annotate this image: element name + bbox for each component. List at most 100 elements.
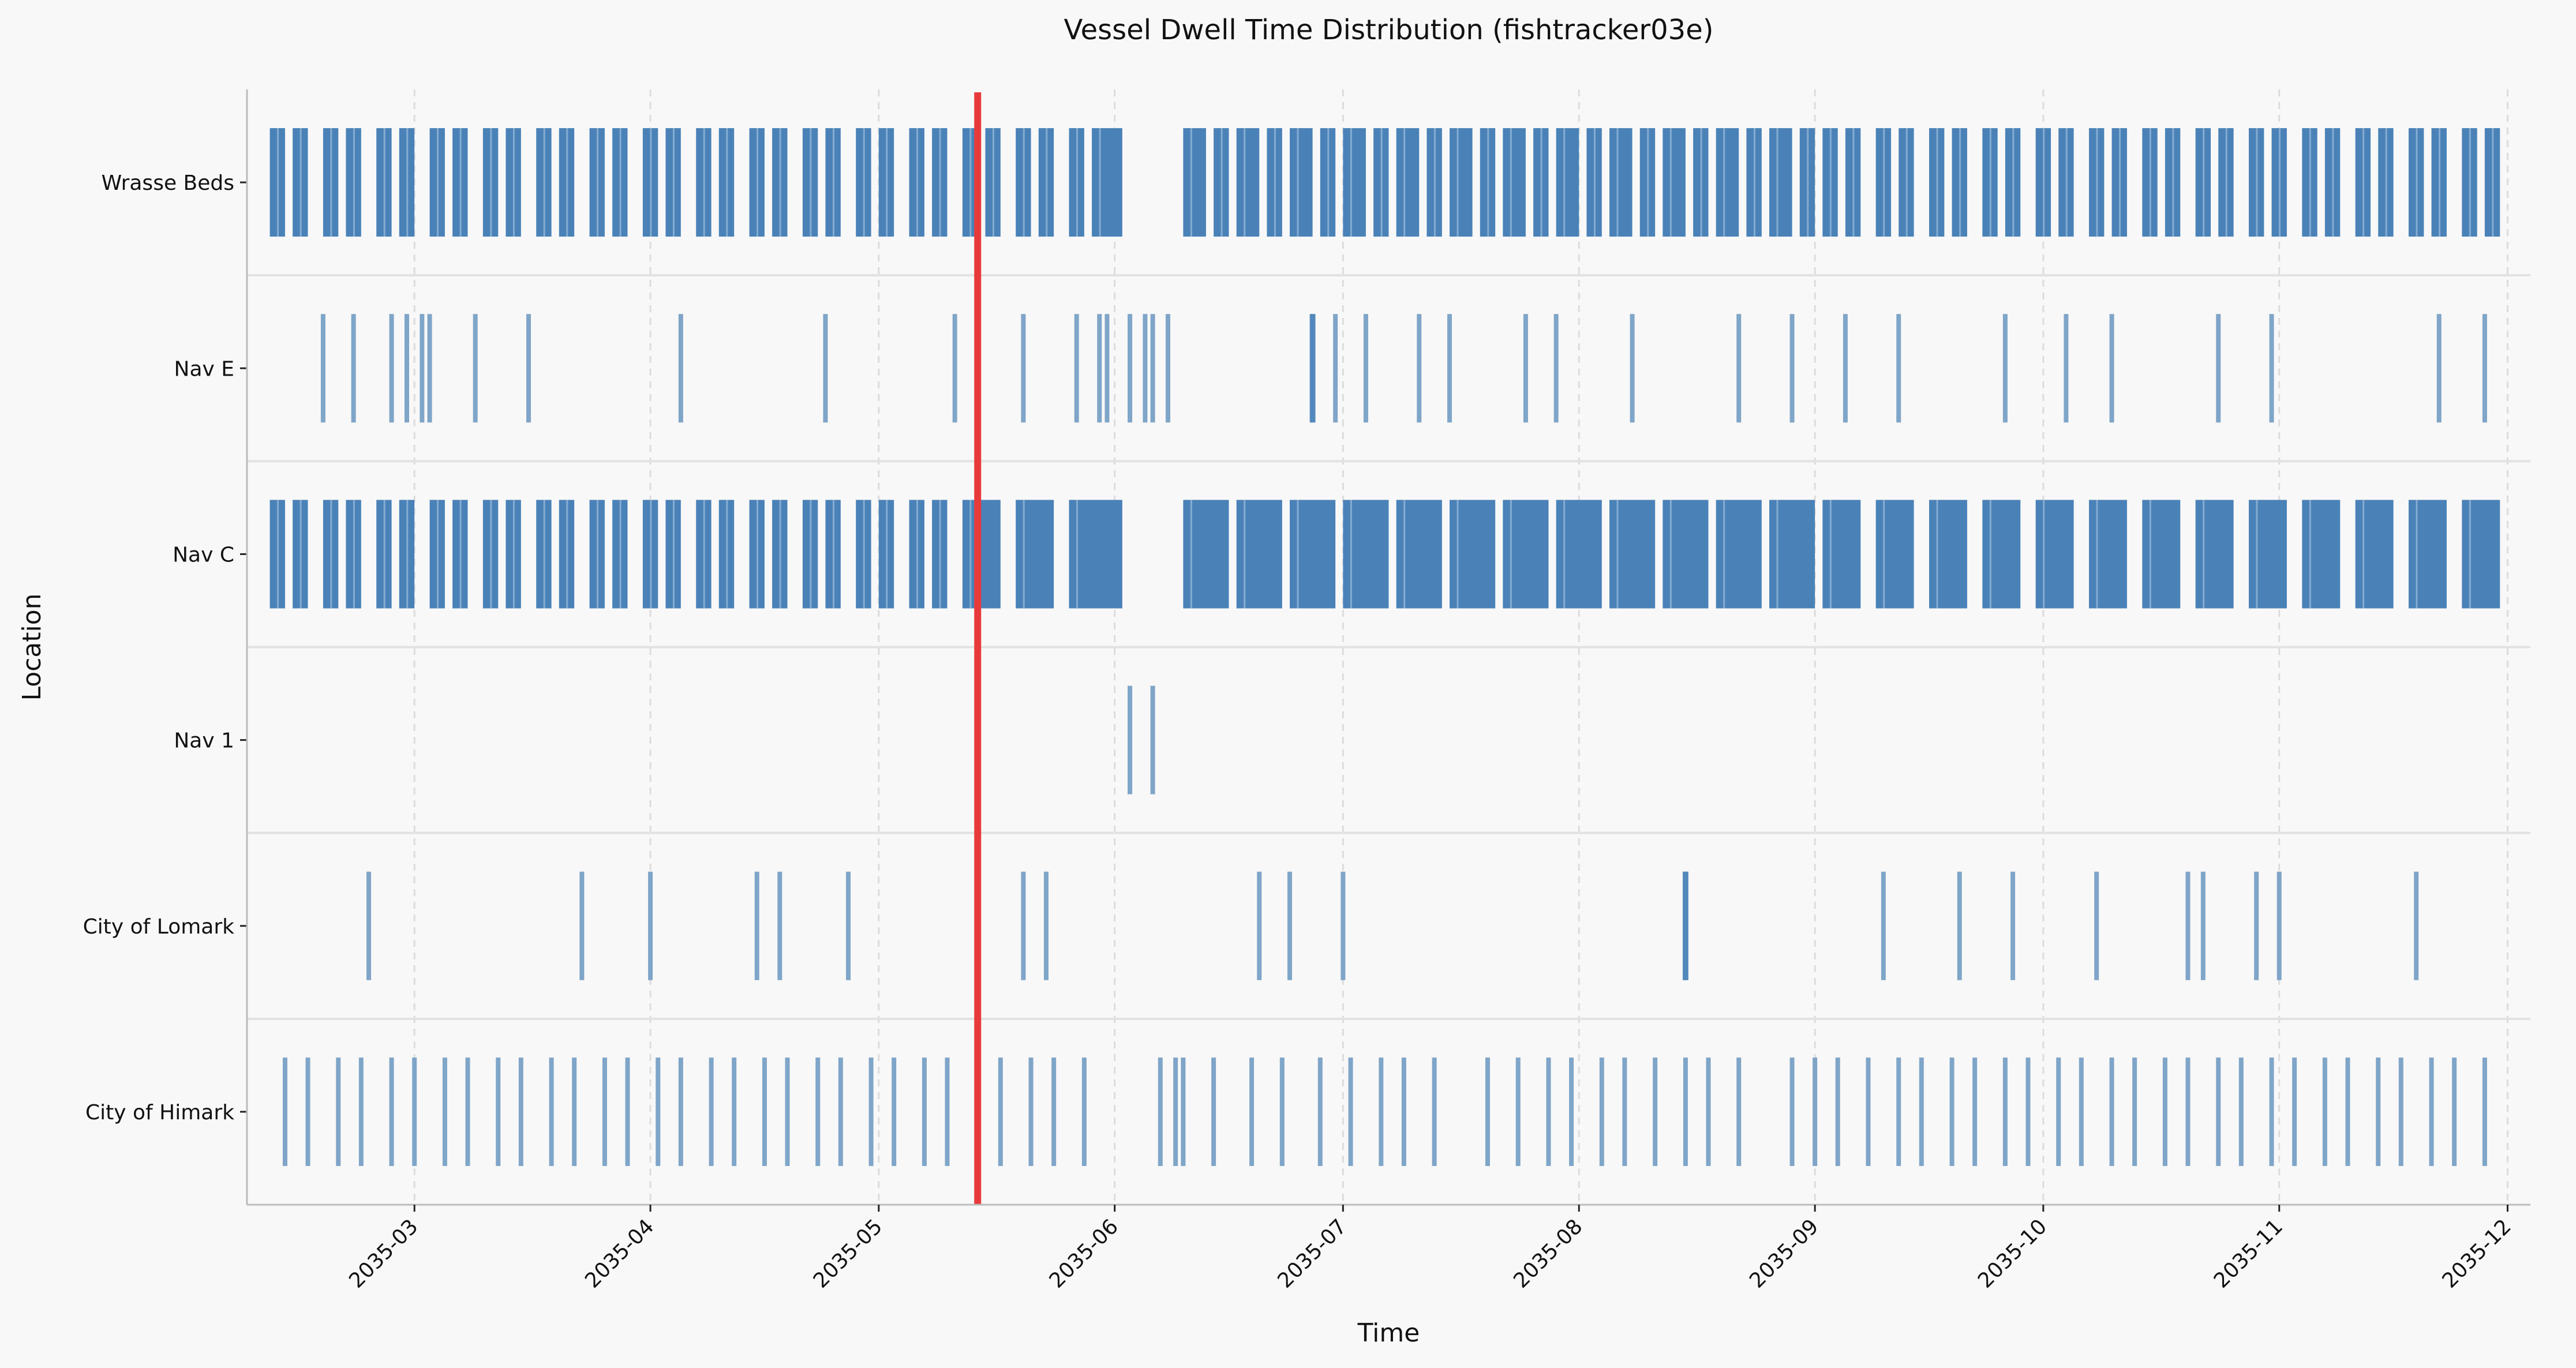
chart-title: Vessel Dwell Time Distribution (fishtrac… [1064, 14, 1714, 46]
dwell-event [1158, 1057, 1163, 1166]
x-axis-label: Time [1357, 1318, 1420, 1348]
dwell-event [2482, 314, 2487, 423]
dwell-block [1769, 500, 1815, 609]
dwell-block [2195, 500, 2234, 609]
dwell-event [1546, 1057, 1551, 1166]
dwell-event [2254, 871, 2259, 980]
dwell-event [549, 1057, 554, 1166]
dwell-event [2025, 1057, 2031, 1166]
dwell-event [473, 314, 478, 423]
y-axis-label: Location [17, 593, 47, 700]
dwell-event [785, 1057, 790, 1166]
dwell-event [282, 1057, 287, 1166]
dwell-block [1503, 500, 1549, 609]
dwell-event [1081, 1057, 1087, 1166]
dwell-event [572, 1057, 577, 1166]
dwell-event [846, 871, 851, 980]
dwell-event [815, 1057, 821, 1166]
dwell-event [1706, 1057, 1711, 1166]
dwell-event [732, 1057, 737, 1166]
dwell-event [952, 314, 957, 423]
dwell-block [1183, 500, 1229, 609]
dwell-event [1569, 1057, 1574, 1166]
dwell-block [1343, 500, 1389, 609]
dwell-block [1236, 128, 1260, 237]
dwell-block [2142, 500, 2181, 609]
dwell-event [358, 1057, 364, 1166]
dwell-event [1317, 1057, 1323, 1166]
dwell-event [1333, 314, 1338, 423]
dwell-event [2269, 1057, 2274, 1166]
row-city-of-himark: City of Himark [85, 1057, 2487, 1166]
dwell-event [1949, 1057, 1955, 1166]
dwell-event [2200, 871, 2206, 980]
dwell-event [2109, 314, 2114, 423]
dwell-event [2185, 871, 2191, 980]
dwell-event [823, 314, 828, 423]
dwell-block [1663, 500, 1709, 609]
dwell-event [1736, 1057, 1742, 1166]
dwell-event [2414, 871, 2419, 980]
dwell-event [602, 1057, 607, 1166]
dwell-block [1556, 500, 1602, 609]
dwell-event [1736, 314, 1742, 423]
dwell-event [1896, 1057, 1901, 1166]
dwell-event [1021, 871, 1026, 980]
dwell-event [1485, 1057, 1490, 1166]
dwell-event [2322, 1057, 2327, 1166]
dwell-block [1716, 128, 1739, 237]
dwell-event [2238, 1057, 2244, 1166]
dwell-block [1609, 128, 1633, 237]
dwell-event [1789, 1057, 1795, 1166]
dwell-event [518, 1057, 523, 1166]
x-tick-label: 2035-04 [581, 1215, 658, 1292]
dwell-event [1789, 314, 1795, 423]
dwell-block [1183, 128, 1206, 237]
dwell-event [2002, 314, 2008, 423]
dwell-block [1396, 128, 1420, 237]
dwell-event [1896, 314, 1901, 423]
dwell-event [656, 1057, 661, 1166]
dwell-block [2088, 500, 2127, 609]
dwell-event [427, 314, 432, 423]
dwell-event [2216, 314, 2221, 423]
row-nav-1: Nav 1 [174, 685, 1155, 794]
dwell-event [2056, 1057, 2061, 1166]
dwell-event [1447, 314, 1452, 423]
dwell-event [404, 314, 409, 423]
dwell-block [1450, 500, 1496, 609]
dwell-event [2436, 314, 2442, 423]
dwell-event [351, 314, 356, 423]
dwell-event [1813, 1057, 1818, 1166]
dwell-event [1653, 1057, 1658, 1166]
dwell-block [1822, 500, 1861, 609]
dwell-event [579, 871, 585, 980]
dwell-event [2277, 871, 2282, 980]
dwell-event [1211, 1057, 1216, 1166]
dwell-event [389, 314, 394, 423]
dwell-event [2094, 871, 2099, 980]
dwell-event [366, 871, 372, 980]
dwell-event [1021, 314, 1026, 423]
x-tick-label: 2035-06 [1045, 1215, 1123, 1292]
dwell-event-heavy [1682, 871, 1688, 980]
dwell-block [1716, 500, 1762, 609]
dwell-event [2064, 314, 2069, 423]
dwell-event [2216, 1057, 2221, 1166]
dwell-event [892, 1057, 897, 1166]
dwell-event [1553, 314, 1559, 423]
dwell-event [1432, 1057, 1437, 1166]
dwell-event [1363, 314, 1368, 423]
dwell-block [2035, 500, 2074, 609]
dwell-event [1028, 1057, 1034, 1166]
dwell-event [1630, 314, 1635, 423]
dwell-event [1881, 871, 1886, 980]
dwell-event [1957, 871, 1962, 980]
dwell-event [1181, 1057, 1186, 1166]
dwell-event [2345, 1057, 2350, 1166]
row-wrasse-beds: Wrasse Beds [102, 128, 2500, 237]
dwell-event [1401, 1057, 1406, 1166]
x-tick-label: 2035-10 [1974, 1215, 2051, 1292]
dwell-event [305, 1057, 310, 1166]
